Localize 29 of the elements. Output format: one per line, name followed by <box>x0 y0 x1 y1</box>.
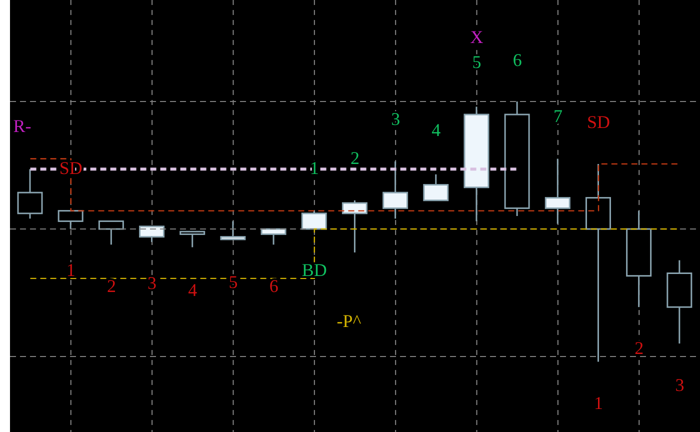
candlestick <box>17 168 43 220</box>
candlestick <box>301 210 327 230</box>
annotation: 6 <box>269 276 278 296</box>
candlestick <box>342 200 368 254</box>
annotation: 7 <box>553 106 562 126</box>
candlestick <box>220 220 246 240</box>
candlestick <box>180 230 206 248</box>
candlestick <box>544 158 570 225</box>
candlestick <box>139 226 165 243</box>
annotation: 1 <box>66 260 76 280</box>
annotation: 3 <box>391 109 400 129</box>
candlestick <box>382 160 408 220</box>
annotation: R- <box>13 116 32 136</box>
annotation: 4 <box>188 280 198 300</box>
annotation: -P^ <box>336 311 362 331</box>
annotation: 3 <box>148 273 157 293</box>
candlestick <box>98 220 124 246</box>
annotation: 2 <box>634 338 644 358</box>
text: 3 <box>675 375 684 395</box>
text: X <box>470 27 484 47</box>
text: 5 <box>472 52 482 72</box>
candlestick <box>423 174 449 202</box>
annotation: 4 <box>432 120 441 140</box>
text: 6 <box>512 50 522 70</box>
text: 1 <box>594 393 604 413</box>
annotation: SD <box>587 112 610 132</box>
annotation: 2 <box>106 276 116 296</box>
annotation: 2 <box>350 148 360 168</box>
candlestick <box>58 210 84 230</box>
